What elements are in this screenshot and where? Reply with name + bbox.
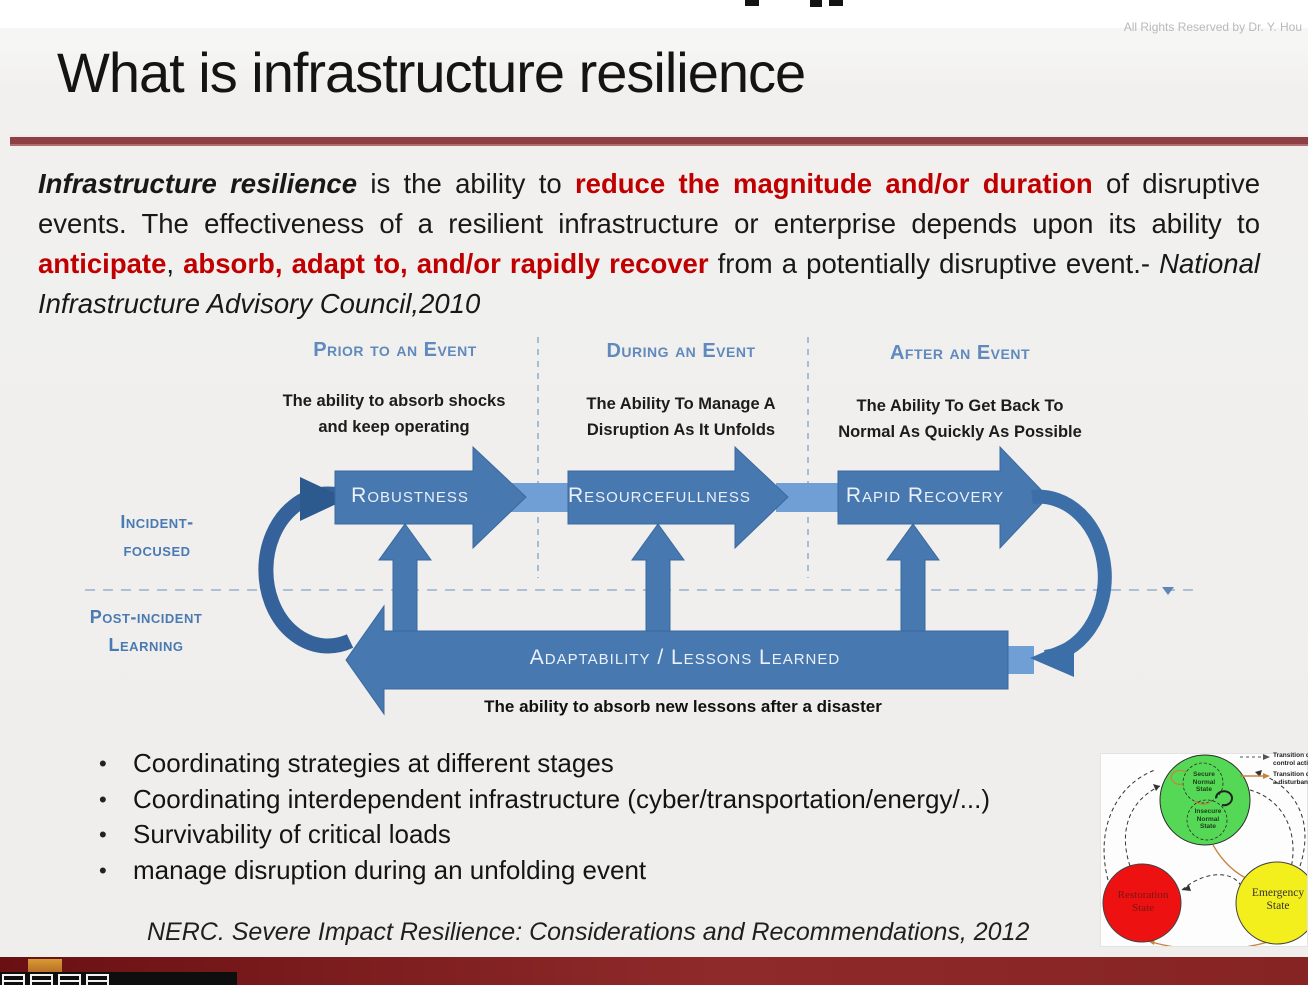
definition-segment: , — [166, 248, 184, 279]
cjk-glyph-fragment — [2, 974, 25, 985]
cutoff-text-fragment — [810, 0, 822, 7]
bullet-item: Survivability of critical loads — [99, 817, 1143, 853]
logo-crest-top — [28, 959, 62, 973]
robustness-arrow — [334, 445, 527, 550]
phase-header-during: During an Event — [606, 340, 756, 362]
adaptability-tail-connector — [1006, 646, 1034, 674]
cutoff-text-fragment — [829, 0, 843, 6]
definition-segment: absorb, adapt to, and/or rapidly recover — [183, 248, 709, 279]
resourcefullness-arrow — [567, 445, 789, 550]
incident-focused-label: Incident- focused — [120, 512, 194, 560]
state-insecure-normal: Insecure Normal State — [1194, 808, 1222, 830]
robustness-label: Robustness — [351, 484, 469, 507]
right-loop-arrow — [1031, 489, 1112, 664]
definition-paragraph: Infrastructure resilience is the ability… — [38, 164, 1260, 324]
adaptability-arrow — [345, 604, 1009, 716]
cjk-glyph-fragment — [30, 974, 53, 985]
definition-segment: of disruptive events. The effectiveness … — [38, 168, 1260, 239]
phase-header-after: After an Event — [889, 342, 1030, 364]
phase-header-prior: Prior to an Event — [313, 339, 477, 361]
resourcefullness-label: Resourcefullness — [568, 484, 751, 507]
citation-text: NERC. Severe Impact Resilience: Consider… — [147, 918, 1030, 946]
state-transition-diagram: Secure Normal State Insecure Normal Stat… — [1100, 752, 1308, 951]
state-restoration: Restoration State — [1117, 889, 1169, 914]
title-separator-line — [10, 135, 1308, 149]
legend-disturbance: Transition due a disturbance — [1273, 771, 1308, 786]
rapid-recovery-label: Rapid Recovery — [845, 484, 1005, 507]
timeline-arrowhead — [1162, 587, 1174, 595]
definition-segment: Infrastructure resilience — [38, 168, 358, 199]
rapid-recovery-arrow — [837, 445, 1049, 550]
definition-segment: National Infrastructure Advisory Council… — [38, 248, 1261, 319]
state-diagram-shapes — [1102, 754, 1308, 951]
cjk-glyph-fragment — [58, 974, 81, 985]
lessons-caption: The ability to absorb new lessons after … — [484, 697, 882, 716]
feedback-up-arrow — [631, 523, 685, 633]
copyright-note: All Rights Reserved by Dr. Y. Hou — [1123, 20, 1302, 34]
definition-segment: anticipate — [38, 248, 167, 279]
bullet-item: manage disruption during an unfolding ev… — [99, 853, 1143, 889]
slide-title: What is infrastructure resilience — [57, 41, 806, 104]
phase-desc-during: The Ability To Manage A Disruption As It… — [586, 395, 776, 439]
bullet-list: Coordinating strategies at different sta… — [95, 746, 1143, 888]
state-emergency: Emergency State — [1251, 887, 1305, 912]
cjk-glyph-fragment — [86, 974, 109, 985]
definition-segment: reduce the magnitude and/or duration — [574, 168, 1093, 199]
phase-desc-prior: The ability to absorb shocks and keep op… — [282, 392, 506, 436]
right-loop-arrowhead — [1030, 639, 1074, 677]
adaptability-label: Adaptability / Lessons Learned — [529, 646, 841, 669]
legend-control-action: Transition due control action — [1273, 752, 1308, 767]
post-incident-learning-label: Post-incident Learning — [89, 607, 203, 655]
cutoff-text-fragment — [745, 0, 759, 6]
definition-segment: is the ability to — [357, 168, 575, 199]
bullet-item: Coordinating strategies at different sta… — [99, 746, 1143, 782]
partial-caption-strip — [0, 972, 237, 985]
feedback-up-arrow — [378, 523, 432, 633]
state-secure-normal: Secure Normal State — [1192, 771, 1216, 793]
definition-segment: from a potentially disruptive event.- — [708, 248, 1160, 279]
bullet-item: Coordinating interdependent infrastructu… — [99, 782, 1143, 818]
left-loop-arrowhead — [300, 477, 347, 521]
phase-desc-after: The Ability To Get Back To Normal As Qui… — [838, 397, 1082, 441]
feedback-up-arrow — [886, 523, 940, 633]
